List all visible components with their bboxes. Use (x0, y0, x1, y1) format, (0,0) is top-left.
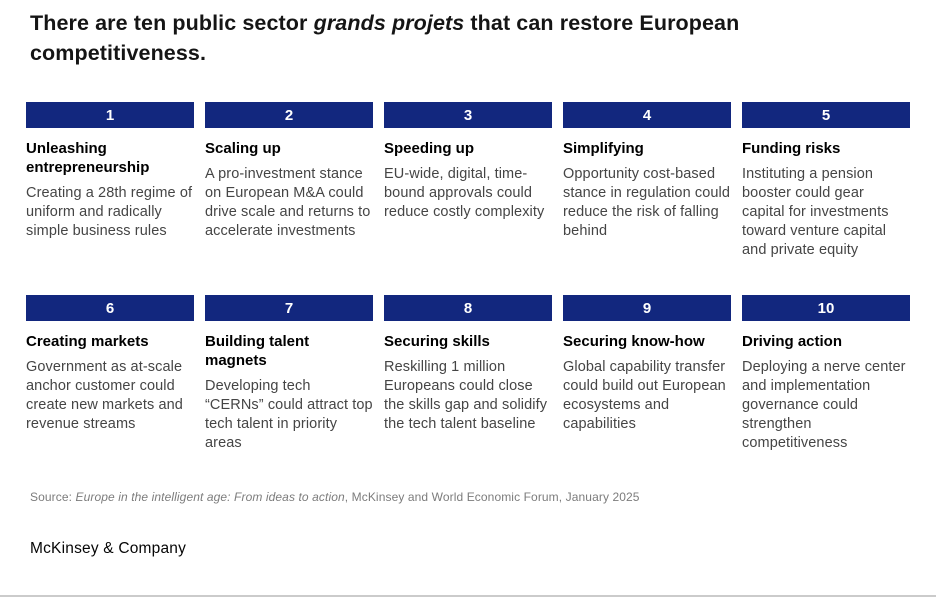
page-title: There are ten public sector grands proje… (30, 8, 875, 68)
card-4: 4 Simplifying Opportunity cost-based sta… (563, 102, 731, 260)
card-7-body: Developing tech “CERNs” could attract to… (205, 378, 373, 451)
card-10-body: Deploying a nerve center and implementat… (742, 359, 906, 451)
card-10: 10 Driving action Deploying a nerve cent… (742, 295, 910, 453)
title-italic-phrase: grands projets (313, 11, 465, 35)
card-3-heading: Speeding up (384, 140, 474, 157)
card-9: 9 Securing know-how Global capability tr… (563, 295, 731, 453)
card-5-heading: Funding risks (742, 140, 841, 157)
card-7-number: 7 (284, 299, 294, 317)
card-10-number-bar: 10 (742, 295, 910, 321)
card-7-number-bar: 7 (205, 295, 373, 321)
source-suffix: , McKinsey and World Economic Forum, Jan… (344, 490, 640, 504)
card-7: 7 Building talent magnets Developing tec… (205, 295, 373, 453)
source-publication-title: Europe in the intelligent age: From idea… (75, 490, 345, 504)
card-8-body: Reskilling 1 million Europeans could clo… (384, 359, 548, 432)
card-2-number: 2 (284, 106, 294, 124)
title-prefix: There are ten public sector (30, 11, 314, 35)
card-5-body: Instituting a pension booster could gear… (742, 166, 889, 258)
source-prefix: Source: (30, 490, 76, 504)
card-1-number-bar: 1 (26, 102, 194, 128)
card-2-number-bar: 2 (205, 102, 373, 128)
bottom-divider (0, 595, 936, 597)
card-1-heading: Unleashing entrepreneurship (26, 140, 150, 176)
card-8-number-bar: 8 (384, 295, 552, 321)
card-7-heading: Building talent magnets (205, 333, 310, 369)
card-4-number-bar: 4 (563, 102, 731, 128)
card-9-number-bar: 9 (563, 295, 731, 321)
card-3-number: 3 (463, 106, 473, 124)
card-3-body: EU-wide, digital, time-bound approvals c… (384, 166, 545, 220)
card-8-heading: Securing skills (384, 333, 490, 350)
card-9-number: 9 (642, 299, 652, 317)
title-suffix: that can restore European competitivenes… (30, 11, 740, 65)
mckinsey-logo-text: McKinsey & Company (30, 540, 187, 557)
cards-row-1: 1 Unleashing entrepreneurship Creating a… (26, 102, 910, 260)
card-2-heading: Scaling up (205, 140, 281, 157)
card-4-number: 4 (642, 106, 652, 124)
card-9-heading: Securing know-how (563, 333, 705, 350)
card-5-number: 5 (821, 106, 831, 124)
card-6-heading: Creating markets (26, 333, 149, 350)
card-6-number: 6 (105, 299, 115, 317)
card-1-body: Creating a 28th regime of uniform and ra… (26, 185, 193, 239)
card-10-heading: Driving action (742, 333, 843, 350)
card-3: 3 Speeding up EU-wide, digital, time-bou… (384, 102, 552, 260)
card-4-body: Opportunity cost-based stance in regulat… (563, 166, 731, 239)
card-1: 1 Unleashing entrepreneurship Creating a… (26, 102, 194, 260)
card-2: 2 Scaling up A pro-investment stance on … (205, 102, 373, 260)
card-8: 8 Securing skills Reskilling 1 million E… (384, 295, 552, 453)
card-8-number: 8 (463, 299, 473, 317)
card-5-number-bar: 5 (742, 102, 910, 128)
card-6: 6 Creating markets Government as at-scal… (26, 295, 194, 453)
card-2-body: A pro-investment stance on European M&A … (205, 166, 371, 239)
card-4-heading: Simplifying (563, 140, 644, 157)
card-10-number: 10 (817, 299, 835, 317)
card-5: 5 Funding risks Instituting a pension bo… (742, 102, 910, 260)
card-3-number-bar: 3 (384, 102, 552, 128)
card-6-number-bar: 6 (26, 295, 194, 321)
card-6-body: Government as at-scale anchor customer c… (26, 359, 183, 432)
card-9-body: Global capability transfer could build o… (563, 359, 726, 432)
card-1-number: 1 (105, 106, 115, 124)
source-note: Source: Europe in the intelligent age: F… (30, 490, 640, 504)
cards-row-2: 6 Creating markets Government as at-scal… (26, 295, 910, 453)
